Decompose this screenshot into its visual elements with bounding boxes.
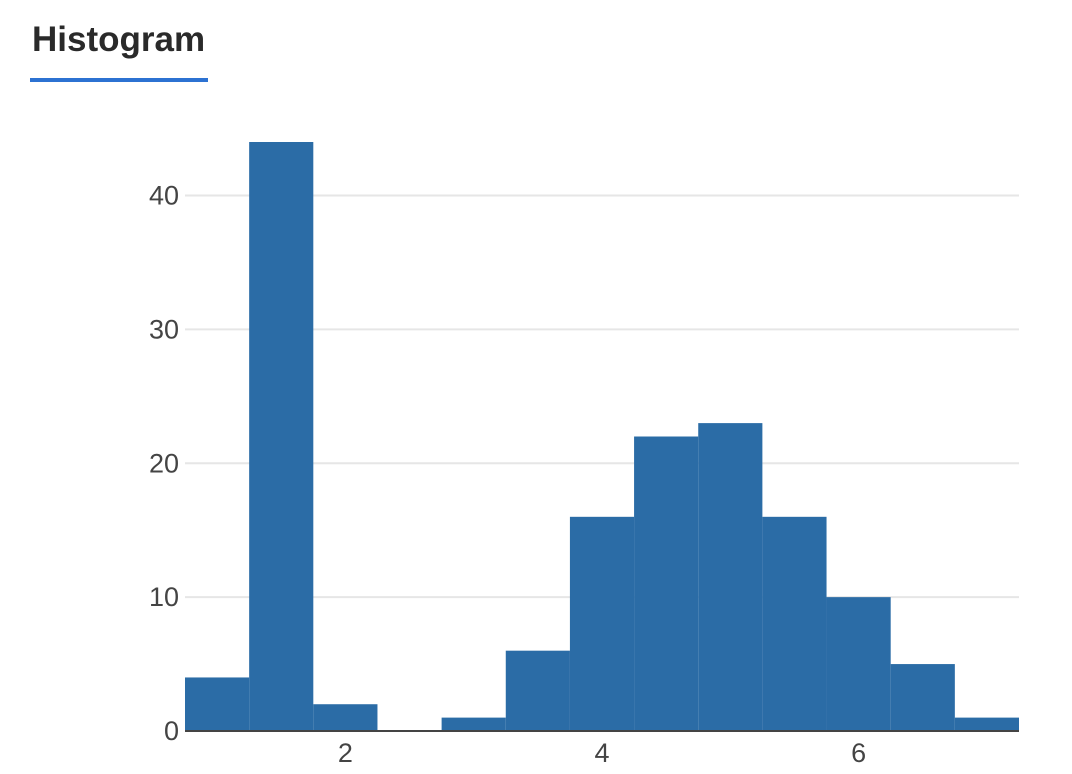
y-tick-label-40: 40 bbox=[149, 181, 179, 211]
y-tick-label-30: 30 bbox=[149, 314, 179, 344]
y-tick-label-20: 20 bbox=[149, 448, 179, 478]
y-tick-label-0: 0 bbox=[164, 716, 179, 746]
bars bbox=[185, 142, 1019, 731]
histogram-bar-0[interactable] bbox=[185, 677, 250, 731]
histogram-bar-2[interactable] bbox=[313, 704, 378, 731]
histogram-bar-10[interactable] bbox=[826, 597, 891, 731]
histogram-bar-9[interactable] bbox=[762, 516, 827, 731]
tick-labels: 0 10 20 30 40 2 4 6 bbox=[149, 181, 866, 768]
tab-histogram[interactable]: Histogram bbox=[30, 18, 208, 82]
tab-histogram-label: Histogram bbox=[32, 20, 206, 59]
x-tick-label-6: 6 bbox=[851, 738, 866, 768]
histogram-bar-6[interactable] bbox=[569, 516, 635, 731]
x-tick-label-2: 2 bbox=[338, 738, 353, 768]
histogram-bar-8[interactable] bbox=[698, 423, 763, 731]
histogram-bar-1[interactable] bbox=[249, 142, 314, 731]
histogram-bar-4[interactable] bbox=[441, 717, 506, 731]
histogram-bar-12[interactable] bbox=[954, 717, 1019, 731]
histogram-bar-11[interactable] bbox=[890, 664, 955, 731]
y-tick-label-10: 10 bbox=[149, 582, 179, 612]
histogram-bar-5[interactable] bbox=[505, 650, 570, 731]
histogram-bar-7[interactable] bbox=[634, 436, 699, 732]
x-tick-label-4: 4 bbox=[594, 738, 609, 768]
